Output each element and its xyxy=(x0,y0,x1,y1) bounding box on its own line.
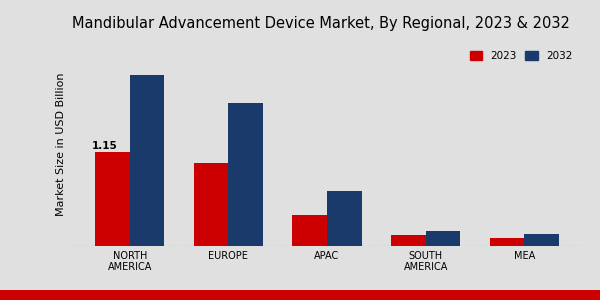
Bar xyxy=(292,215,327,246)
Bar xyxy=(391,236,425,246)
Bar xyxy=(327,190,362,246)
Bar xyxy=(425,231,460,246)
Legend: 2023, 2032: 2023, 2032 xyxy=(466,47,577,65)
Y-axis label: Market Size in USD Billion: Market Size in USD Billion xyxy=(56,72,67,216)
Text: 1.15: 1.15 xyxy=(92,141,118,151)
Text: Mandibular Advancement Device Market, By Regional, 2023 & 2032: Mandibular Advancement Device Market, By… xyxy=(72,16,570,31)
Bar xyxy=(490,238,524,246)
Bar xyxy=(229,103,263,246)
Bar xyxy=(194,163,229,246)
Bar xyxy=(524,234,559,246)
Bar xyxy=(95,152,130,246)
Bar xyxy=(130,75,164,246)
